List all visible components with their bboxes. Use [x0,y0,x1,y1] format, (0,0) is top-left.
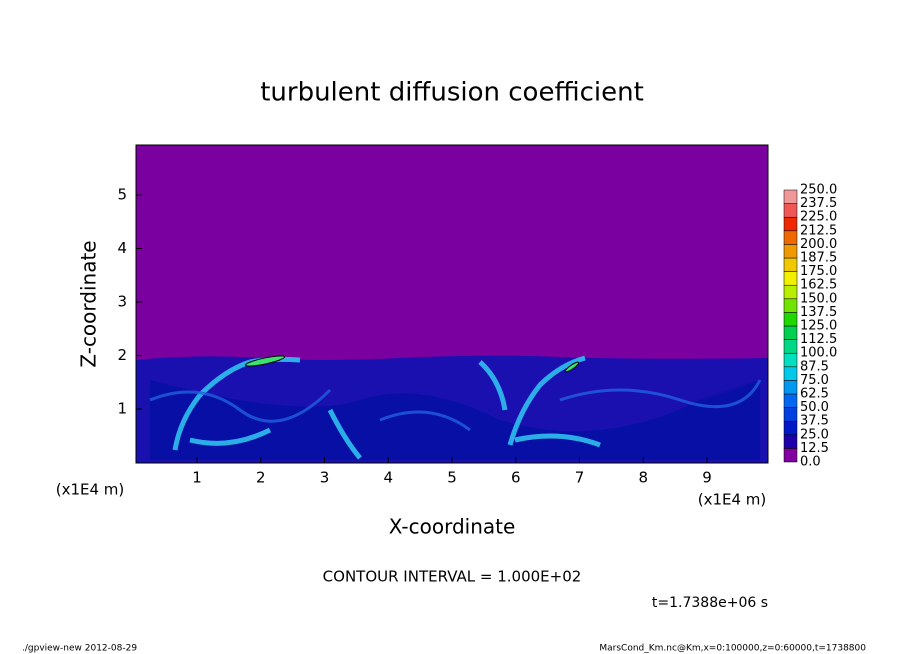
colorbar-label: 212.5 [800,223,837,238]
x-tick-label: 6 [511,469,521,487]
colorbar-box [783,407,798,422]
y-tick-label: 4 [117,239,127,257]
x-axis-label: X-coordinate [389,515,516,539]
y-tick-label: 2 [117,346,127,364]
colorbar-box [783,393,798,408]
colorbar-label: 12.5 [800,441,829,456]
x-tick-label: 3 [320,469,330,487]
colorbar-box [783,244,798,259]
colorbar-label: 175.0 [800,264,837,279]
colorbar-label: 187.5 [800,251,837,266]
colorbar-label: 125.0 [800,319,837,334]
chart-title: turbulent diffusion coefficient [260,78,644,108]
footer-right: MarsCond_Km.nc@Km,x=0:100000,z=0:60000,t… [599,644,866,654]
colorbar-box [783,420,798,436]
colorbar-box [783,189,798,204]
colorbar-box [783,366,798,381]
colorbar-label: 200.0 [800,237,837,252]
colorbar-label: 37.5 [800,414,829,429]
colorbar-box [783,325,798,340]
field [136,145,768,463]
colorbar-label: 25.0 [800,427,829,442]
colorbar-label: 75.0 [800,373,829,388]
y-tick-label: 5 [117,186,127,204]
plumes [172,355,601,460]
colorbar-label: 100.0 [800,346,837,361]
x-tick-label: 1 [192,469,202,487]
x-tick-label: 7 [575,469,585,487]
colorbar-label: 112.5 [800,332,837,347]
colorbar-label: 87.5 [800,359,829,374]
colorbar-box [783,284,798,300]
colorbar-box [783,448,798,463]
y-unit-label: (x1E4 m) [56,481,125,499]
colorbar-label: 50.0 [800,400,829,415]
colorbar-label: 237.5 [800,196,837,211]
colorbar-box [783,298,798,313]
colorbar-box [783,339,798,354]
x-tick-label: 2 [256,469,266,487]
x-tick-label: 5 [447,469,457,487]
colorbar-box [783,380,798,395]
time-label: t=1.7388e+06 s [652,595,768,611]
x-tick-label: 4 [383,469,393,487]
colorbar-box [783,230,798,245]
colorbar-box [783,271,798,286]
colorbar-label: 62.5 [800,387,829,402]
colorbar-label: 150.0 [800,291,837,306]
colorbar-label: 162.5 [800,278,837,293]
y-axis-label: Z-coordinate [77,240,101,367]
colorbar-label: 137.5 [800,305,837,320]
x-tick-label: 9 [702,469,712,487]
colorbar-label: 0.0 [800,455,821,470]
y-tick-label: 3 [117,293,127,311]
colorbar-box [783,203,798,218]
colorbar-label: 250.0 [800,183,837,198]
colorbar-box [783,434,798,449]
colorbar-label: 225.0 [800,210,837,225]
y-tick-label: 1 [117,400,127,418]
colorbar-box [783,312,798,327]
colorbar-box [783,257,798,272]
colorbar-box [783,352,798,368]
contour-interval: CONTOUR INTERVAL = 1.000E+02 [323,568,582,586]
colorbar-box [783,216,798,232]
footer-left: ./gpview-new 2012-08-29 [22,644,137,654]
x-tick-label: 8 [638,469,648,487]
x-unit-label: (x1E4 m) [698,491,767,509]
